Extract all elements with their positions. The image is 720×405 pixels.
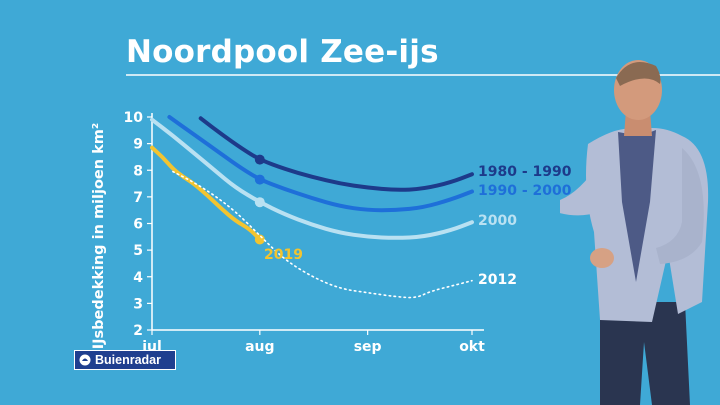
series-line-2019 <box>150 145 262 242</box>
y-tick-label: 3 <box>133 296 143 312</box>
y-tick-label: 10 <box>124 110 144 126</box>
presenter-figure <box>560 60 709 405</box>
series-line-1990-2000 <box>167 115 474 213</box>
page-title: Noordpool Zee-ijs <box>126 34 439 70</box>
y-tick-label: 5 <box>133 243 143 259</box>
y-tick-label: 2 <box>133 323 143 339</box>
logo-text: Buienradar <box>95 353 161 367</box>
series-line-2012 <box>172 170 473 299</box>
y-tick-label: 4 <box>133 270 143 286</box>
y-tick-label: 9 <box>133 137 143 153</box>
series-line-2000 <box>150 117 474 240</box>
series-label-2019: 2019 <box>264 247 303 263</box>
y-tick-label: 6 <box>133 217 143 233</box>
y-tick-label: 7 <box>133 190 143 206</box>
buienradar-logo-icon <box>79 354 91 366</box>
chart-labels: 1980 - 1990 1990 - 2000 2000 2019 2012 <box>264 164 572 288</box>
x-tick-label: aug <box>245 339 274 355</box>
x-tick-label: okt <box>459 339 485 355</box>
y-axis-label: IJsbedekking in miljoen km² <box>91 123 107 350</box>
series-label-2012: 2012 <box>478 272 517 288</box>
series-label-1990-2000: 1990 - 2000 <box>478 183 572 199</box>
series-label-2000: 2000 <box>478 213 517 229</box>
y-tick-label: 8 <box>133 163 143 179</box>
chart-series <box>150 115 474 299</box>
series-line-1980-1990 <box>198 116 474 192</box>
x-tick-label: sep <box>354 339 382 355</box>
series-marker-1980-1990 <box>254 154 265 165</box>
title-divider <box>126 74 720 76</box>
series-marker-2000 <box>254 197 265 208</box>
series-label-1980-1990: 1980 - 1990 <box>478 164 572 180</box>
series-marker-2019 <box>254 234 265 245</box>
series-marker-1990-2000 <box>254 174 265 185</box>
buienradar-logo: Buienradar <box>74 350 176 370</box>
